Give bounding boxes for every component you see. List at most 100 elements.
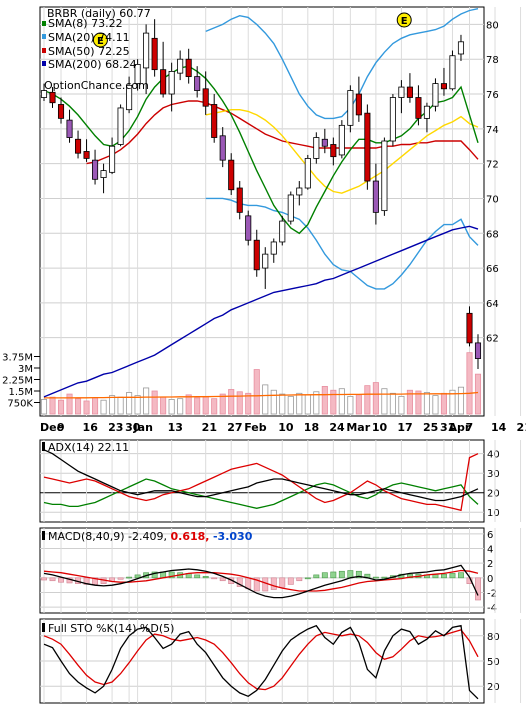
sma20-line bbox=[205, 109, 479, 194]
sto-k-line bbox=[43, 624, 479, 700]
sto-panel: 80 50 20 Full STO %K(14) %D(5) bbox=[39, 618, 522, 704]
macd-histogram-bar bbox=[304, 577, 311, 580]
bollinger-upper-line bbox=[205, 8, 479, 120]
volume-bar bbox=[109, 395, 116, 415]
volume-bar bbox=[347, 395, 354, 415]
sma200-line bbox=[43, 225, 479, 398]
volume-bar bbox=[40, 399, 48, 415]
volume-bar bbox=[100, 399, 107, 415]
candle-body bbox=[100, 170, 107, 178]
macd-tick-label: -2 bbox=[487, 588, 497, 599]
volume-bar bbox=[219, 393, 226, 415]
volume-bar bbox=[228, 389, 235, 415]
volume-tick-label: 1.5M bbox=[8, 387, 33, 398]
volume-bar bbox=[287, 395, 294, 415]
macd-histogram-bar bbox=[49, 577, 56, 582]
volume-tick-label: 3.75M bbox=[2, 353, 33, 364]
macd-histogram-bar bbox=[355, 570, 362, 579]
adx-grid: 40 30 20 10 bbox=[40, 440, 522, 522]
candle-body bbox=[202, 88, 209, 107]
x-tick-label: 10 bbox=[372, 421, 388, 434]
adx-panel: 40 30 20 10 ADX(14) 22.11 bbox=[39, 439, 522, 523]
macd-histogram-bar bbox=[134, 574, 141, 579]
legend-sma200: SMA(200) 68.24 bbox=[48, 58, 137, 71]
volume-bar bbox=[296, 392, 303, 415]
macd-panel: 6 4 2 0 -2 -4 MACD(8,40,9) -2.409, 0.618, -3.… bbox=[39, 527, 522, 614]
macd-histogram-bar bbox=[279, 577, 286, 588]
macd-histogram-bar bbox=[126, 576, 133, 579]
x-tick-label: 10 bbox=[278, 421, 294, 434]
volume-tick-label: 750K bbox=[7, 399, 33, 410]
candle-body bbox=[406, 86, 413, 98]
candle-body bbox=[330, 144, 337, 158]
candle-body bbox=[389, 97, 396, 142]
legend-swatch-sma20 bbox=[42, 34, 46, 39]
volume-bar bbox=[143, 387, 150, 415]
x-tick-label: Apr bbox=[448, 421, 470, 434]
candle-body bbox=[398, 86, 405, 98]
macd-histogram-bar bbox=[92, 577, 98, 585]
candle-body bbox=[347, 90, 354, 126]
volume-bar bbox=[134, 395, 141, 415]
volume-bar bbox=[313, 391, 320, 415]
candle-body bbox=[355, 93, 362, 116]
macd-signal-line bbox=[43, 569, 479, 592]
price-panel: 80 78 76 74 72 70 68 66 64 62 3.75M3M2.25M1.5M750… bbox=[2, 6, 522, 417]
volume-bar bbox=[398, 395, 405, 415]
price-tick-label: 64 bbox=[486, 299, 499, 310]
x-tick-label: Jan bbox=[133, 421, 153, 434]
x-tick-label: 18 bbox=[304, 421, 319, 434]
macd-histogram-bar bbox=[58, 577, 64, 583]
macd-histogram-bar bbox=[287, 577, 294, 585]
x-tick-label: 21 bbox=[517, 421, 526, 434]
x-tick-label: 17 bbox=[397, 421, 412, 434]
candle-body bbox=[143, 32, 150, 69]
macd-tick-label: 0 bbox=[487, 574, 493, 585]
volume-bar bbox=[449, 389, 456, 415]
price-tick-label: 78 bbox=[486, 55, 499, 66]
macd-histogram-bar bbox=[262, 577, 269, 592]
macd-tick-label: 6 bbox=[487, 530, 493, 541]
macd-histogram-bar bbox=[194, 574, 201, 579]
macd-histogram-bar bbox=[338, 570, 345, 579]
candle-body bbox=[57, 104, 65, 119]
watermark: OptionChance.com bbox=[44, 79, 149, 92]
macd-histogram-bar bbox=[211, 577, 218, 580]
x-tick-label: 16 bbox=[83, 421, 99, 434]
price-tick-label: 72 bbox=[486, 160, 499, 171]
volume-bar bbox=[372, 382, 379, 415]
volume-bar bbox=[253, 369, 260, 415]
volume-bar bbox=[117, 396, 124, 415]
volume-bar bbox=[279, 393, 286, 415]
candle-body bbox=[287, 194, 294, 222]
macd-histogram-bar bbox=[168, 571, 175, 579]
x-tick-label: 13 bbox=[168, 421, 183, 434]
volume-bar bbox=[83, 400, 90, 415]
legend-sma50: SMA(50) 72.25 bbox=[48, 45, 130, 58]
volume-bar bbox=[330, 389, 337, 415]
candle-body bbox=[296, 187, 303, 196]
macd-histogram-bar bbox=[117, 577, 124, 580]
sto-label: Full STO %K(14) %D(5) bbox=[48, 622, 174, 635]
macd-tick-label: 4 bbox=[487, 545, 493, 556]
volume-bar bbox=[126, 392, 133, 415]
legend-swatch-sma8 bbox=[42, 21, 46, 26]
x-tick-label: 21 bbox=[202, 421, 217, 434]
volume-bar bbox=[168, 399, 175, 415]
candle-body bbox=[126, 84, 133, 111]
volume-tick-label: 2.25M bbox=[2, 376, 33, 387]
candle-body bbox=[304, 158, 311, 189]
volume-bar bbox=[177, 398, 184, 415]
legend-swatch-sma200 bbox=[42, 61, 46, 66]
macd-histogram-bar bbox=[330, 571, 337, 579]
sto-tick-label: 20 bbox=[487, 682, 500, 693]
macd-histogram-bar bbox=[449, 573, 456, 579]
macd-histogram-bar bbox=[475, 577, 481, 601]
volume-bar bbox=[236, 391, 243, 415]
symbol-label: BRBR (daily) 60.77 bbox=[47, 7, 151, 20]
price-tick-label: 70 bbox=[486, 194, 499, 205]
volume-bar bbox=[75, 398, 82, 415]
macd-histogram-bar bbox=[236, 577, 243, 587]
volume-bar bbox=[415, 390, 422, 415]
